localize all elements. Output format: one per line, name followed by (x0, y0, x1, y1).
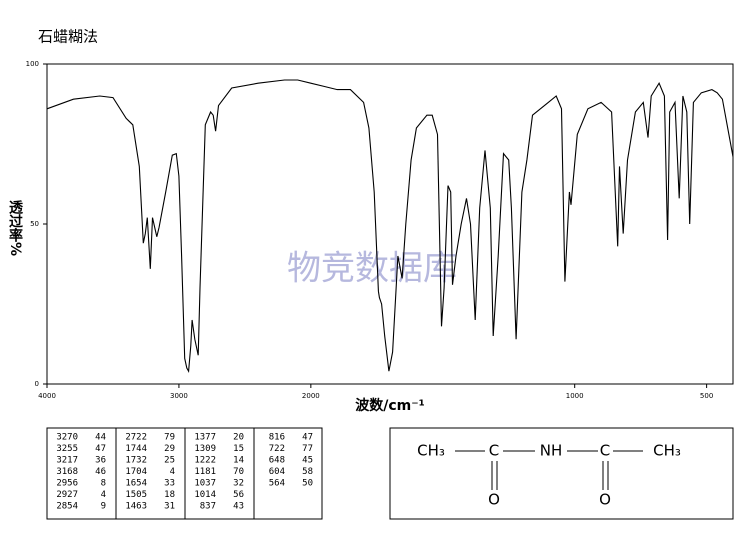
peak-wavenumber: 3270 (56, 433, 78, 443)
atom-group: CH₃ (653, 442, 681, 460)
atom-group: NH (540, 442, 563, 460)
peak-wavenumber: 722 (269, 444, 285, 454)
y-axis-label: 透过率% (7, 200, 23, 256)
peak-transmittance: 43 (233, 502, 244, 512)
peak-transmittance: 50 (302, 479, 313, 489)
peak-wavenumber: 837 (200, 502, 216, 512)
x-tick-label: 4000 (38, 392, 56, 400)
x-axis-label: 波数/cm⁻¹ (355, 397, 425, 414)
peak-transmittance: 33 (164, 479, 175, 489)
peak-transmittance: 15 (233, 444, 244, 454)
peak-transmittance: 8 (101, 479, 106, 489)
peak-wavenumber: 2927 (56, 490, 78, 500)
peak-wavenumber: 1505 (125, 490, 147, 500)
atom-group: O (599, 491, 611, 509)
peak-transmittance: 9 (101, 502, 106, 512)
peak-transmittance: 14 (233, 456, 244, 466)
chart-title: 石蜡糊法 (38, 28, 98, 46)
peak-transmittance: 18 (164, 490, 175, 500)
peak-transmittance: 77 (302, 444, 313, 454)
x-tick-label: 500 (700, 392, 713, 400)
peak-wavenumber: 2956 (56, 479, 78, 489)
peak-transmittance: 47 (302, 433, 313, 443)
peak-wavenumber: 604 (269, 467, 285, 477)
peak-wavenumber: 1222 (194, 456, 216, 466)
atom-group: O (488, 491, 500, 509)
peak-wavenumber: 1654 (125, 479, 147, 489)
peak-wavenumber: 1744 (125, 444, 147, 454)
peak-wavenumber: 3217 (56, 456, 78, 466)
peak-wavenumber: 648 (269, 456, 285, 466)
spectrum-line (46, 79, 734, 374)
atom-group: C (489, 442, 499, 460)
peak-wavenumber: 1463 (125, 502, 147, 512)
peak-wavenumber: 564 (269, 479, 285, 489)
watermark: 物竞数据库 (287, 249, 457, 289)
peak-transmittance: 44 (95, 433, 106, 443)
peak-wavenumber: 3168 (56, 467, 78, 477)
peak-wavenumber: 3255 (56, 444, 78, 454)
peak-transmittance: 25 (164, 456, 175, 466)
peak-transmittance: 46 (95, 467, 106, 477)
peak-wavenumber: 1014 (194, 490, 216, 500)
y-tick-label: 50 (30, 220, 39, 228)
x-tick-label: 2000 (302, 392, 320, 400)
peak-transmittance: 45 (302, 456, 313, 466)
atom-group: C (600, 442, 610, 460)
peak-wavenumber: 1732 (125, 456, 147, 466)
peak-transmittance: 32 (233, 479, 244, 489)
peak-wavenumber: 816 (269, 433, 285, 443)
structure-frame (389, 427, 734, 520)
peak-wavenumber: 1377 (194, 433, 216, 443)
peak-wavenumber: 2854 (56, 502, 78, 512)
peak-transmittance: 79 (164, 433, 175, 443)
atom-group: CH₃ (417, 442, 445, 460)
peak-wavenumber: 1704 (125, 467, 147, 477)
peak-transmittance: 56 (233, 490, 244, 500)
x-tick-label: 1000 (566, 392, 584, 400)
peak-transmittance: 70 (233, 467, 244, 477)
y-tick-label: 100 (26, 60, 39, 68)
peak-transmittance: 20 (233, 433, 244, 443)
x-tick-label: 3000 (170, 392, 188, 400)
plot-frame (46, 63, 734, 385)
peak-transmittance: 29 (164, 444, 175, 454)
peak-transmittance: 47 (95, 444, 106, 454)
structure: CH₃ C NH C CH₃ O O (417, 442, 681, 509)
peak-transmittance: 4 (170, 467, 175, 477)
peak-transmittance: 36 (95, 456, 106, 466)
peak-wavenumber: 2722 (125, 433, 147, 443)
peak-transmittance: 31 (164, 502, 175, 512)
peak-transmittance: 58 (302, 467, 313, 477)
peak-transmittance: 4 (101, 490, 106, 500)
y-tick-label: 0 (35, 380, 39, 388)
peak-wavenumber: 1181 (194, 467, 216, 477)
peak-wavenumber: 1037 (194, 479, 216, 489)
peak-wavenumber: 1309 (194, 444, 216, 454)
